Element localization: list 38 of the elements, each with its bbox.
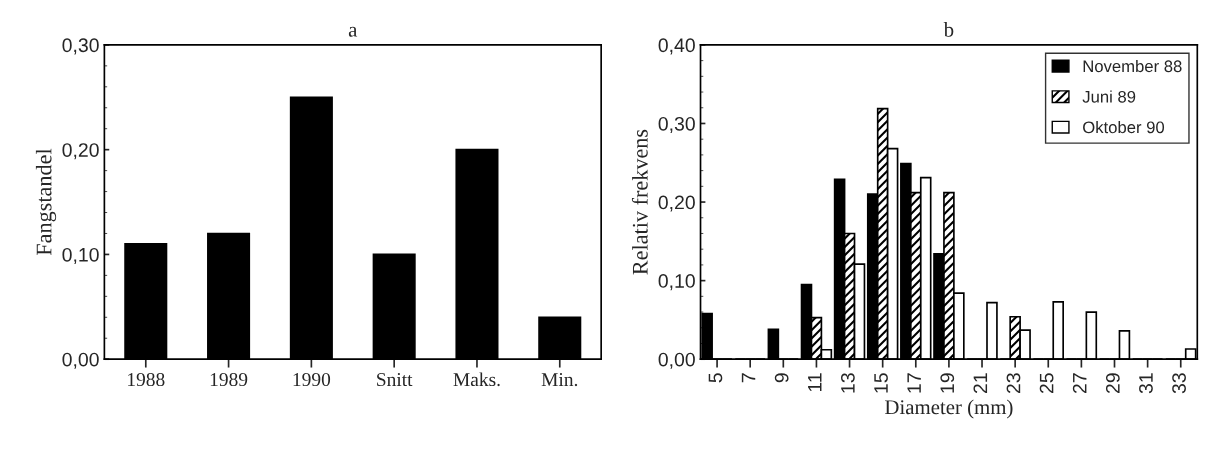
x-tick-label: 7 — [741, 373, 756, 383]
y-tick-label: 0,20 — [62, 143, 99, 160]
x-tick-label: 27 — [1072, 373, 1087, 394]
x-tick-label: 19 — [940, 373, 955, 393]
x-axis-title: Diameter (mm) — [885, 399, 1013, 419]
y-tick-label: 0,00 — [658, 352, 695, 369]
y-tick-label: 0,10 — [658, 274, 695, 291]
x-tick-label: 11 — [808, 373, 822, 392]
x-tick-label: 25 — [1039, 373, 1054, 394]
y-tick-label: 0,30 — [62, 38, 99, 55]
x-tick-label: Maks. — [453, 372, 500, 387]
chart-title: a — [348, 26, 358, 37]
y-tick-label: 0,00 — [62, 352, 99, 369]
x-tick-label: 1988 — [128, 372, 165, 387]
x-tick-label: 1989 — [210, 372, 248, 387]
x-tick-label: 23 — [1006, 373, 1021, 394]
y-axis-title: Relativ frekvens — [631, 129, 648, 275]
x-tick-label: 21 — [973, 373, 988, 394]
x-tick-label: 9 — [774, 373, 789, 383]
legend-label: Oktober 90 — [1083, 120, 1165, 134]
legend-label: Juni 89 — [1082, 90, 1136, 103]
chart-title: b — [943, 22, 954, 37]
x-tick-label: 31 — [1139, 373, 1153, 394]
y-tick-label: 0,30 — [658, 116, 695, 134]
legend-label: November 88 — [1083, 59, 1182, 73]
x-tick-label: 13 — [841, 373, 855, 393]
y-tick-label: 0,10 — [62, 247, 99, 264]
x-tick-label: 33 — [1172, 373, 1186, 394]
x-tick-label: Min. — [541, 373, 578, 387]
x-tick-label: 15 — [874, 373, 888, 393]
x-tick-label: 29 — [1105, 373, 1120, 394]
x-tick-label: Snitt — [377, 373, 413, 387]
x-tick-label: 17 — [907, 373, 921, 393]
y-tick-label: 0,20 — [658, 195, 695, 212]
x-tick-label: 5 — [708, 373, 723, 383]
x-tick-label: 1990 — [293, 372, 331, 387]
y-axis-title: Fangstandel — [35, 148, 57, 256]
y-tick-label: 0,40 — [658, 38, 695, 55]
